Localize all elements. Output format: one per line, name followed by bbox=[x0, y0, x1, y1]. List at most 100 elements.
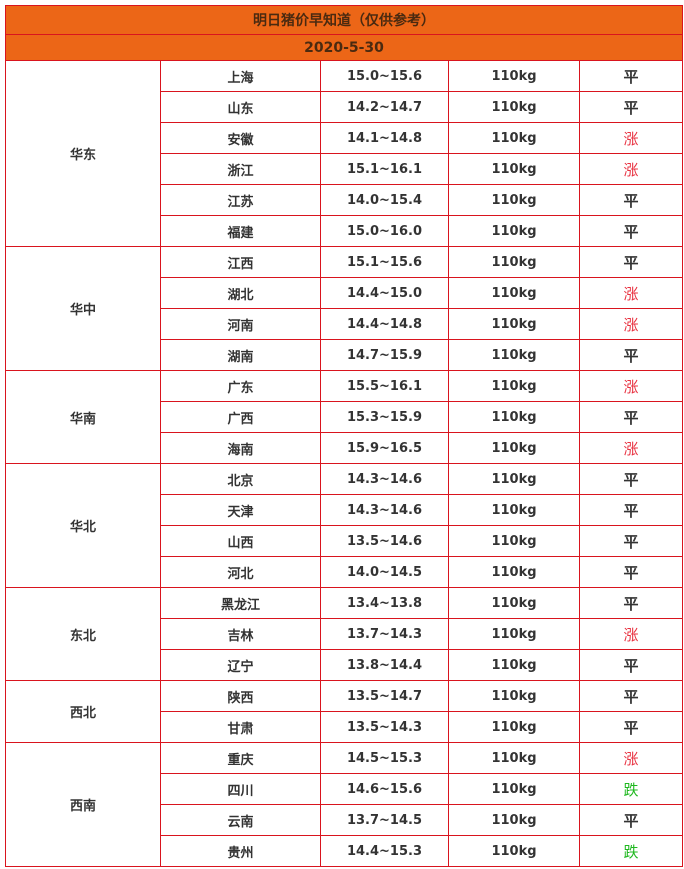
weight-cell: 110kg bbox=[448, 339, 580, 371]
weight-cell: 110kg bbox=[448, 401, 580, 433]
price-range-cell: 14.0~14.5 bbox=[320, 556, 449, 588]
table-row: 江苏 14.0~15.4 110kg 平 bbox=[6, 184, 684, 216]
price-range-cell: 15.0~15.6 bbox=[320, 60, 449, 92]
price-range-cell: 14.4~15.0 bbox=[320, 277, 449, 309]
pig-price-table: 明日猪价早知道（仅供参考） 2020-5-30 华东 上海 15.0~15.6 110… bbox=[4, 5, 684, 867]
province-cell: 山东 bbox=[160, 91, 321, 123]
weight-cell: 110kg bbox=[448, 215, 580, 247]
table-row: 浙江 15.1~16.1 110kg 涨 bbox=[6, 153, 684, 185]
trend-cell: 平 bbox=[578, 339, 684, 371]
table-row: 东北 黑龙江 13.4~13.8 110kg 平 bbox=[5, 587, 684, 681]
table-row: 云南 13.7~14.5 110kg 平 bbox=[6, 804, 684, 836]
province-cell: 河北 bbox=[160, 556, 321, 588]
table-row: 安徽 14.1~14.8 110kg 涨 bbox=[6, 122, 684, 154]
trend-cell: 涨 bbox=[578, 122, 684, 154]
table-row: 甘肃 13.5~14.3 110kg 平 bbox=[6, 711, 684, 743]
province-cell: 江苏 bbox=[160, 184, 321, 216]
weight-cell: 110kg bbox=[448, 494, 580, 526]
trend-cell: 涨 bbox=[578, 432, 684, 464]
weight-cell: 110kg bbox=[448, 122, 580, 154]
price-range-cell: 15.9~16.5 bbox=[320, 432, 449, 464]
table-title: 明日猪价早知道（仅供参考） bbox=[4, 5, 684, 35]
province-cell: 山西 bbox=[160, 525, 321, 557]
province-cell: 湖南 bbox=[160, 339, 321, 371]
trend-cell: 涨 bbox=[578, 742, 684, 774]
trend-cell: 平 bbox=[578, 215, 684, 247]
weight-cell: 110kg bbox=[448, 804, 580, 836]
weight-cell: 110kg bbox=[448, 308, 580, 340]
trend-cell: 平 bbox=[578, 556, 684, 588]
price-range-cell: 13.4~13.8 bbox=[320, 587, 449, 619]
province-cell: 重庆 bbox=[160, 742, 321, 774]
weight-cell: 110kg bbox=[448, 711, 580, 743]
weight-cell: 110kg bbox=[448, 556, 580, 588]
trend-cell: 平 bbox=[578, 184, 684, 216]
table-row: 华东 上海 15.0~15.6 110kg 平 bbox=[5, 60, 684, 247]
weight-cell: 110kg bbox=[448, 184, 580, 216]
table-row: 山西 13.5~14.6 110kg 平 bbox=[6, 525, 684, 557]
trend-cell: 平 bbox=[578, 60, 684, 92]
price-range-cell: 15.1~16.1 bbox=[320, 153, 449, 185]
weight-cell: 110kg bbox=[448, 773, 580, 805]
table-row: 西北 陕西 13.5~14.7 110kg 平 bbox=[5, 680, 684, 743]
table-row: 天津 14.3~14.6 110kg 平 bbox=[6, 494, 684, 526]
weight-cell: 110kg bbox=[448, 463, 580, 495]
weight-cell: 110kg bbox=[448, 618, 580, 650]
price-range-cell: 14.7~15.9 bbox=[320, 339, 449, 371]
weight-cell: 110kg bbox=[448, 91, 580, 123]
province-cell: 吉林 bbox=[160, 618, 321, 650]
weight-cell: 110kg bbox=[448, 649, 580, 681]
trend-cell: 平 bbox=[578, 804, 684, 836]
region-cell: 华南 bbox=[5, 370, 161, 464]
price-range-cell: 14.0~15.4 bbox=[320, 184, 449, 216]
weight-cell: 110kg bbox=[448, 277, 580, 309]
table-date: 2020-5-30 bbox=[4, 34, 684, 61]
price-range-cell: 14.4~14.8 bbox=[320, 308, 449, 340]
price-range-cell: 13.5~14.3 bbox=[320, 711, 449, 743]
price-range-cell: 14.1~14.8 bbox=[320, 122, 449, 154]
province-cell: 广西 bbox=[160, 401, 321, 433]
province-cell: 湖北 bbox=[160, 277, 321, 309]
region-cell: 东北 bbox=[5, 587, 161, 681]
price-range-cell: 13.5~14.7 bbox=[320, 680, 449, 712]
price-range-cell: 13.7~14.5 bbox=[320, 804, 449, 836]
table-row: 华中 江西 15.1~15.6 110kg 平 bbox=[5, 246, 684, 371]
price-range-cell: 15.1~15.6 bbox=[320, 246, 449, 278]
province-cell: 上海 bbox=[160, 60, 321, 92]
trend-cell: 平 bbox=[578, 401, 684, 433]
price-range-cell: 14.5~15.3 bbox=[320, 742, 449, 774]
table-row: 湖北 14.4~15.0 110kg 涨 bbox=[6, 277, 684, 309]
table-row: 吉林 13.7~14.3 110kg 涨 bbox=[6, 618, 684, 650]
province-cell: 福建 bbox=[160, 215, 321, 247]
province-cell: 江西 bbox=[160, 246, 321, 278]
table-row: 辽宁 13.8~14.4 110kg 平 bbox=[6, 649, 684, 681]
trend-cell: 平 bbox=[578, 463, 684, 495]
province-cell: 安徽 bbox=[160, 122, 321, 154]
price-range-cell: 15.0~16.0 bbox=[320, 215, 449, 247]
province-cell: 海南 bbox=[160, 432, 321, 464]
table-row: 华北 北京 14.3~14.6 110kg 平 bbox=[5, 463, 684, 588]
trend-cell: 平 bbox=[578, 649, 684, 681]
weight-cell: 110kg bbox=[448, 153, 580, 185]
weight-cell: 110kg bbox=[448, 432, 580, 464]
table-row: 湖南 14.7~15.9 110kg 平 bbox=[6, 339, 684, 371]
region-cell: 华中 bbox=[5, 246, 161, 371]
trend-cell: 涨 bbox=[578, 370, 684, 402]
table-row: 河北 14.0~14.5 110kg 平 bbox=[6, 556, 684, 588]
table-row: 贵州 14.4~15.3 110kg 跌 bbox=[6, 835, 684, 867]
trend-cell: 平 bbox=[578, 525, 684, 557]
province-cell: 贵州 bbox=[160, 835, 321, 867]
weight-cell: 110kg bbox=[448, 680, 580, 712]
province-cell: 四川 bbox=[160, 773, 321, 805]
price-range-cell: 14.6~15.6 bbox=[320, 773, 449, 805]
table-row: 华南 广东 15.5~16.1 110kg 涨 bbox=[5, 370, 684, 464]
title-row: 明日猪价早知道（仅供参考） bbox=[4, 5, 684, 35]
trend-cell: 跌 bbox=[578, 773, 684, 805]
price-range-cell: 15.5~16.1 bbox=[320, 370, 449, 402]
province-cell: 云南 bbox=[160, 804, 321, 836]
weight-cell: 110kg bbox=[448, 60, 580, 92]
weight-cell: 110kg bbox=[448, 587, 580, 619]
price-range-cell: 14.4~15.3 bbox=[320, 835, 449, 867]
table-row: 河南 14.4~14.8 110kg 涨 bbox=[6, 308, 684, 340]
trend-cell: 平 bbox=[578, 246, 684, 278]
